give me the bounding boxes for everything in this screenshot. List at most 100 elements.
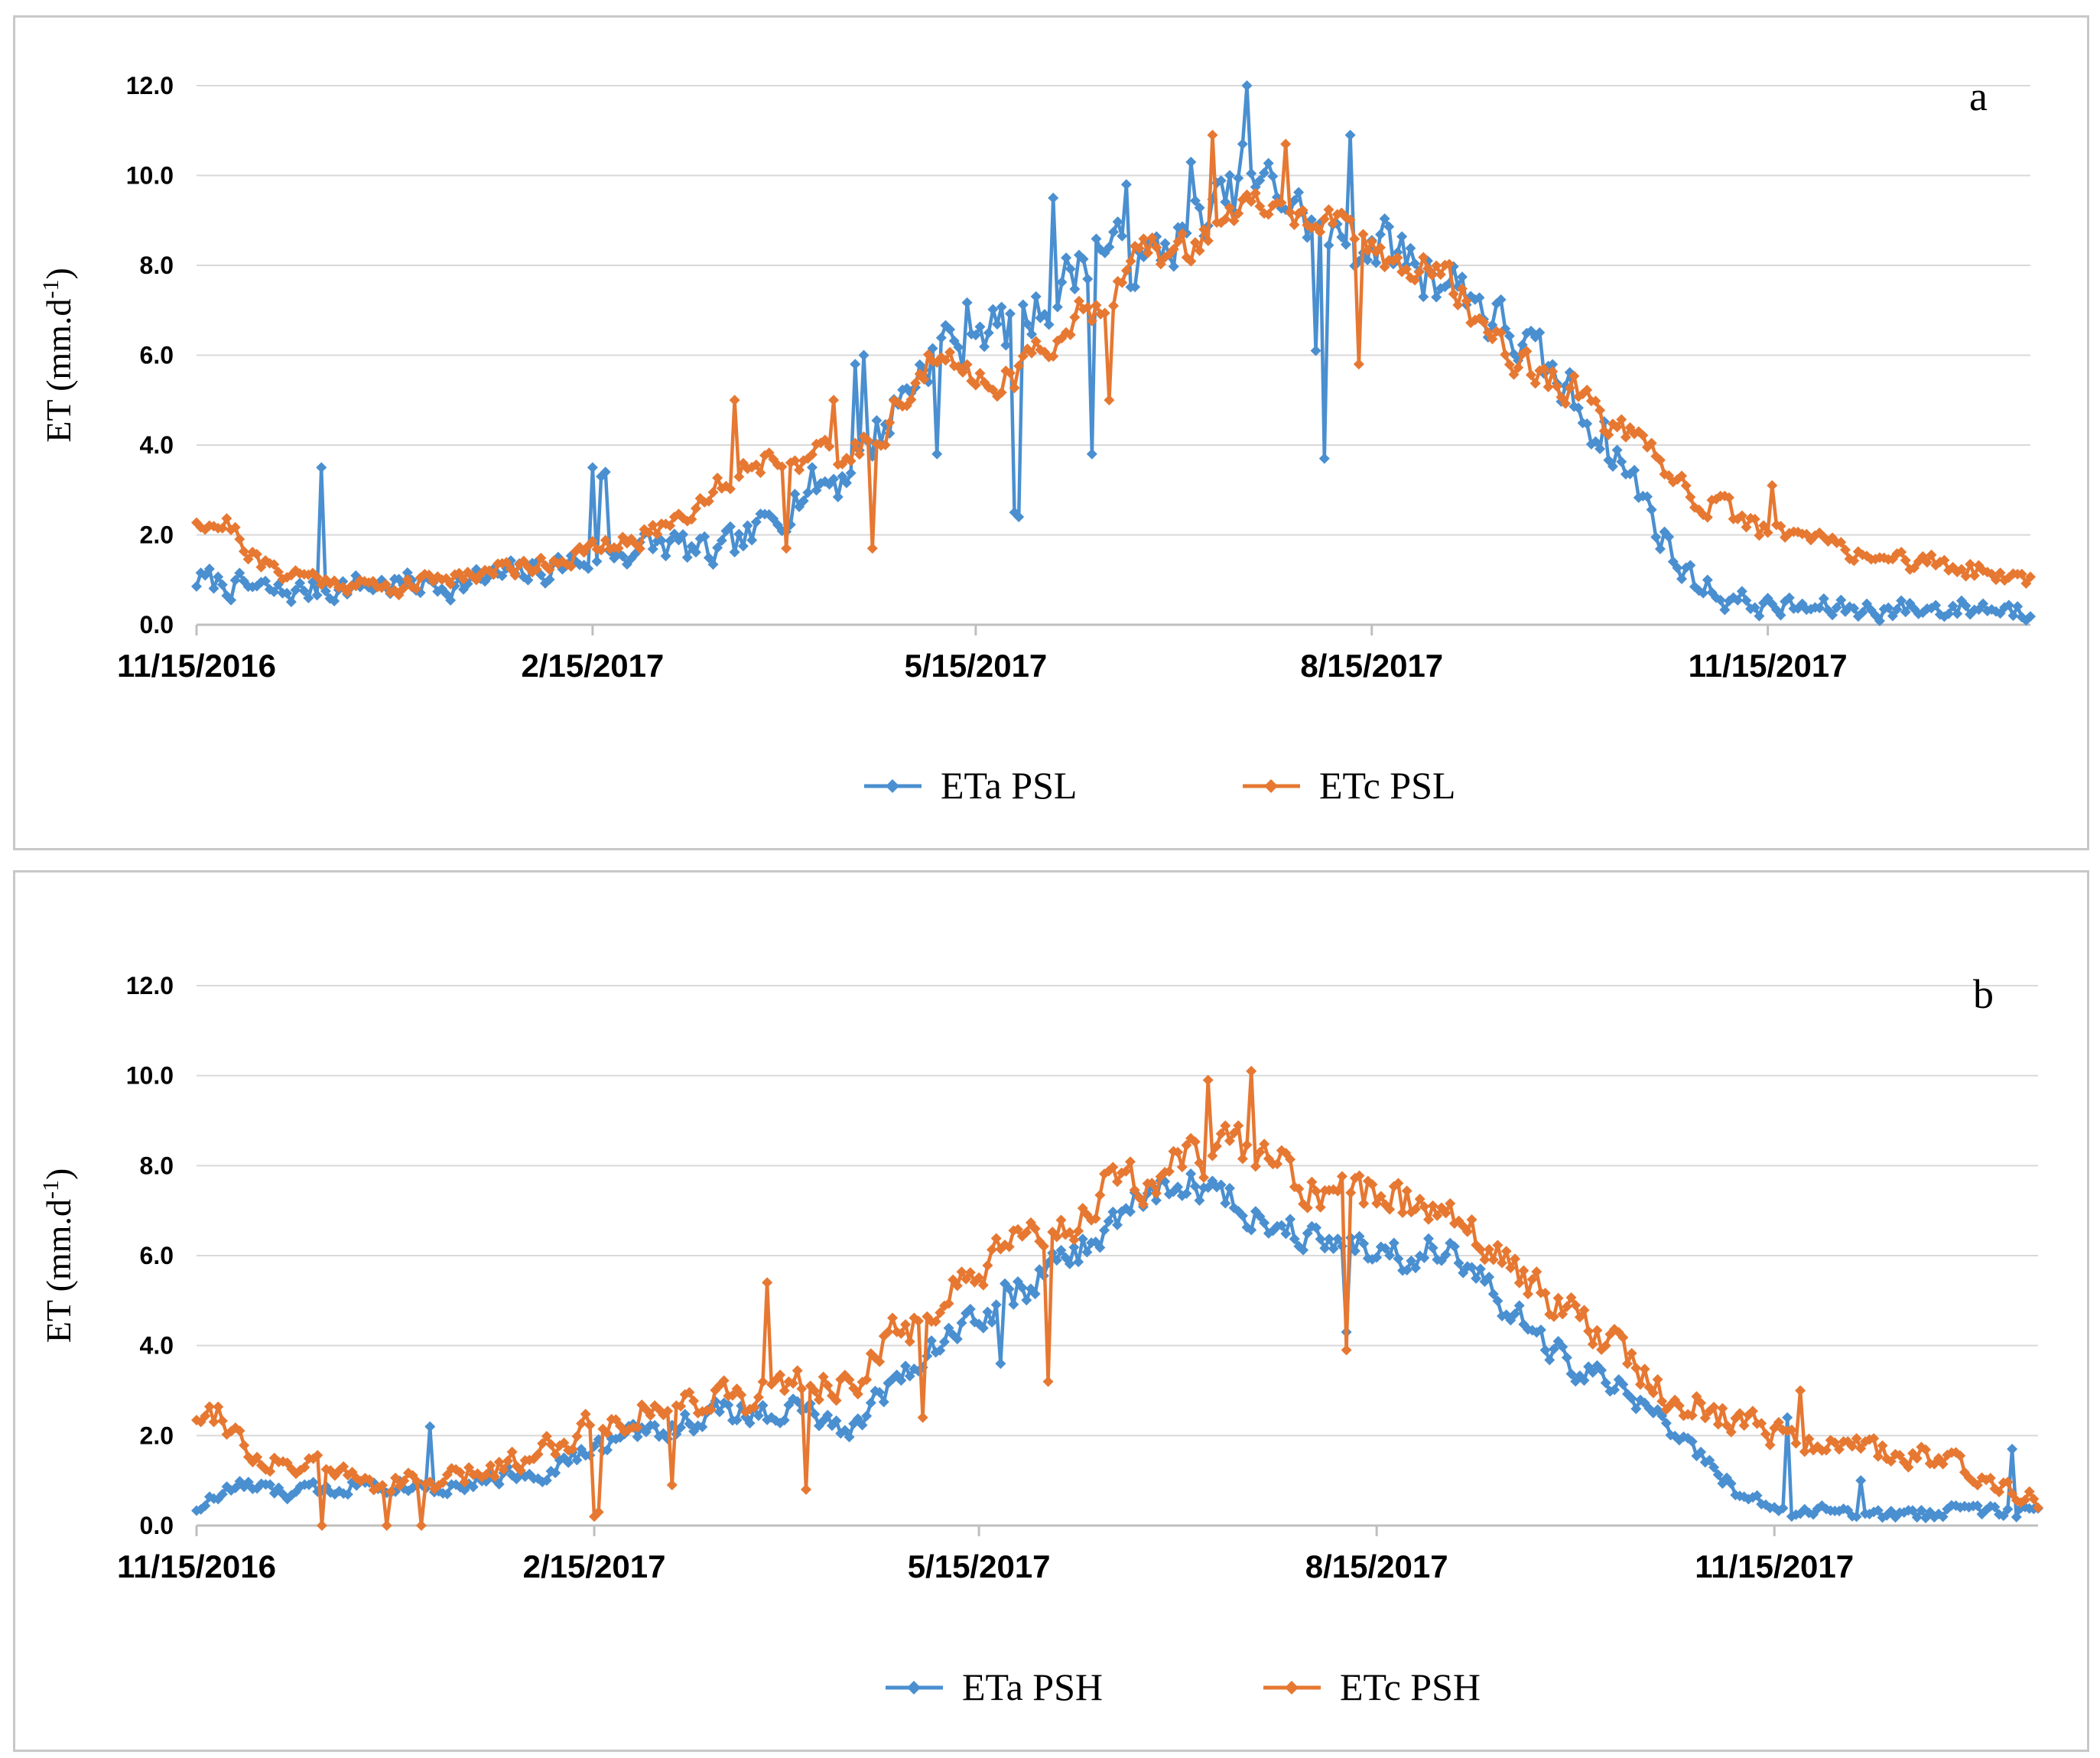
data-point [1013,360,1025,372]
data-point [1505,1262,1516,1274]
data-point [1885,1455,1897,1467]
data-point [1736,510,1747,522]
data-point [216,1415,228,1427]
data-point [502,1455,513,1467]
data-point [1557,1341,1568,1353]
data-point [1228,215,1240,226]
data-point [1129,1184,1140,1196]
data-point [1172,236,1184,247]
data-point [1440,1207,1451,1219]
data-point [1916,1504,1927,1516]
data-point [1030,336,1042,347]
data-point [558,1437,570,1448]
data-point [1833,1444,1845,1455]
data-point [1379,213,1390,225]
data-point [299,1461,310,1473]
data-point [1323,204,1334,216]
data-point [811,485,822,496]
data-point [1094,1189,1106,1201]
y-tick-label: 4.0 [140,1332,174,1360]
data-point [1478,317,1490,328]
data-point [1280,138,1292,150]
data-point [1073,1256,1084,1268]
data-point [822,1409,834,1421]
data-point [1172,1146,1184,1158]
data-point [931,448,943,460]
data-point [1461,295,1472,307]
data-point [1760,1428,1771,1440]
data-point [1474,292,1485,304]
data-point [1003,1283,1015,1295]
data-point [1686,1436,1698,1448]
data-point [1741,522,1752,533]
data-point [1297,204,1308,216]
data-point [200,1410,211,1422]
data-point [1654,454,1666,466]
data-point [863,435,874,447]
data-point [1022,318,1033,330]
data-point [681,551,693,563]
data-point [1695,1397,1707,1409]
data-point [1839,544,1851,556]
data-point [1302,232,1313,243]
data-point [1702,574,1713,586]
data-point [423,569,434,580]
data-point [1370,257,1382,268]
data-point [1189,1136,1201,1148]
data-point [541,1431,552,1442]
data-point [1272,1158,1283,1170]
data-point [1220,1197,1231,1209]
data-point [809,1409,821,1420]
data-point [951,1280,963,1292]
data-point [480,1469,492,1480]
data-point [1565,1292,1577,1303]
y-tick-label: 2.0 [140,1422,174,1449]
data-point [1857,606,1868,618]
data-point [1410,1204,1422,1215]
data-point [853,449,865,460]
data-point [845,467,857,479]
data-point [1587,1366,1598,1378]
data-point [342,587,353,598]
data-point [1051,1231,1062,1243]
data-point [1146,1178,1158,1189]
data-point [1099,307,1110,319]
data-point [1104,242,1115,253]
data-point [1595,443,1606,454]
data-point [887,1312,899,1324]
data-point [1177,221,1188,232]
data-point [1557,1308,1568,1320]
data-point [1639,1363,1650,1375]
data-point [1968,570,1980,581]
x-tick-label: 11/15/2017 [1689,648,1848,684]
data-point [1831,602,1842,613]
series-line-eta [194,83,2032,623]
data-point [1448,1241,1460,1253]
data-point [342,1489,353,1500]
data-point [1526,1274,1538,1285]
data-point [1943,608,1955,619]
data-point [1107,1162,1119,1173]
data-point [515,1465,526,1477]
data-point [944,323,956,335]
data-point [1456,271,1468,283]
data-point [541,1475,552,1487]
data-point [1241,80,1253,91]
data-point [489,1471,501,1483]
data-point [203,1401,215,1412]
data-point [1719,604,1731,616]
data-point [307,1477,319,1488]
data-point [1211,1140,1223,1152]
data-point [1955,564,1967,575]
data-point [703,496,714,507]
data-point [645,1410,656,1422]
data-point [753,1410,764,1422]
data-point [1487,1254,1499,1266]
data-point [1207,1150,1218,1162]
data-point [1103,1216,1114,1227]
data-point [252,1451,263,1463]
data-point [779,1415,790,1426]
x-tick-label: 11/15/2016 [117,648,276,684]
data-point [1887,610,1898,622]
data-point [265,1466,276,1477]
